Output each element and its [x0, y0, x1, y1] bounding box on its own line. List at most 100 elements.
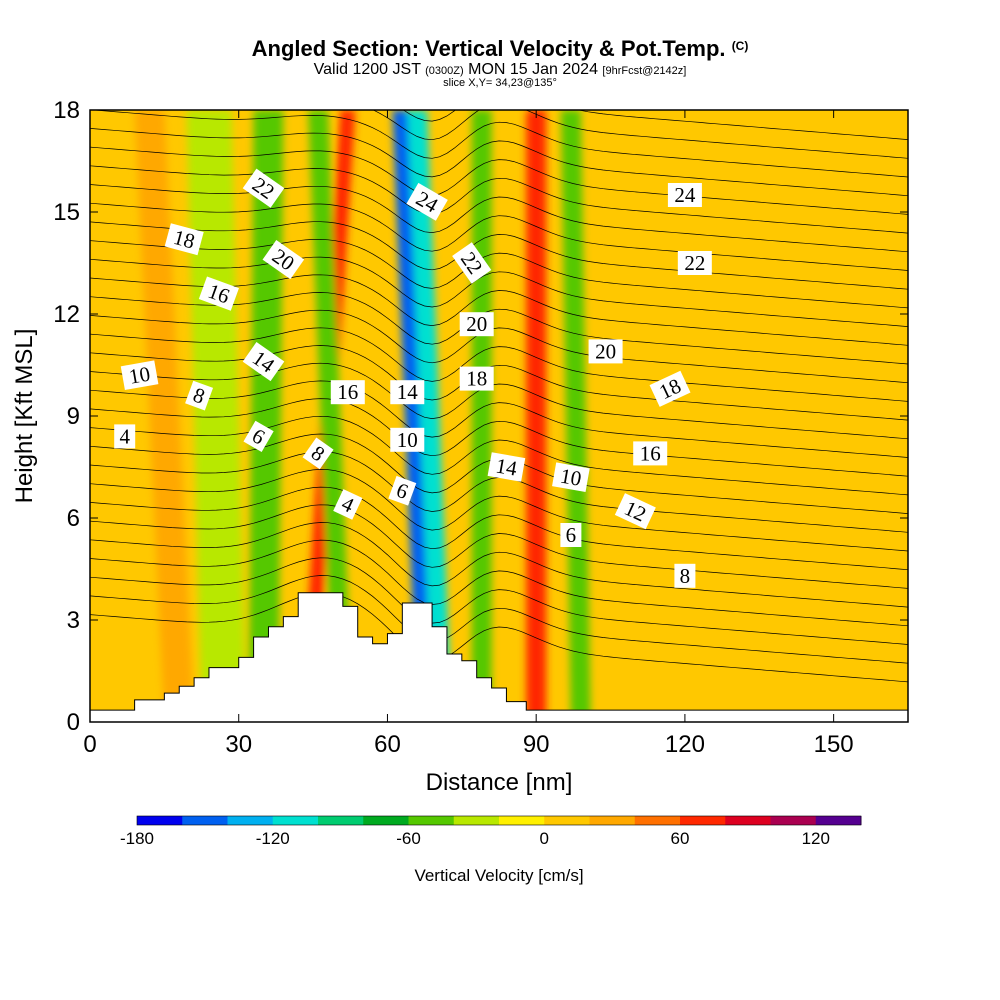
isentrope-label-box: [390, 427, 425, 452]
isentrope-label-text: 4: [119, 424, 130, 448]
colorbar-segment: [589, 816, 636, 825]
colorbar-tick-label: 60: [671, 829, 690, 848]
isentrope-label: 10: [120, 360, 159, 390]
y-tick-label: 9: [67, 403, 80, 430]
colorbar-segment: [725, 816, 771, 825]
copyright-mark: (C): [731, 39, 749, 53]
slice-info: slice X,Y= 34,23@135°: [443, 77, 557, 89]
isentrope-line: [402, 110, 908, 140]
chart-title: Angled Section: Vertical Velocity & Pot.…: [0, 36, 1000, 62]
isentrope-line: [90, 256, 908, 327]
colorbar-segment: [499, 816, 545, 825]
y-tick-label: 12: [53, 301, 80, 328]
isentrope-lines: [90, 110, 908, 683]
isentrope-line: [90, 165, 908, 234]
velocity-band: [471, 110, 492, 722]
isentrope-label-box: [677, 251, 712, 275]
forecast-tag: [9hrFcst@2142z]: [602, 65, 687, 77]
isentrope-line: [90, 398, 908, 477]
colorbar-segment: [634, 816, 681, 825]
velocity-band: [186, 110, 247, 722]
isentrope-label: 16: [330, 380, 365, 405]
x-tick-label: 90: [523, 731, 550, 758]
isentrope-line: [90, 380, 908, 458]
colorbar-segment: [318, 816, 364, 825]
isentrope-label: 8: [674, 563, 696, 588]
isentrope-label: 6: [560, 523, 582, 547]
isentrope-line: [90, 557, 908, 645]
isentrope-label: 18: [164, 223, 204, 256]
isentrope-label: 16: [633, 441, 668, 466]
isentrope-label: 14: [487, 452, 526, 482]
isentrope-label-box: [185, 380, 214, 411]
isentrope-label-text: 14: [397, 380, 419, 404]
isentrope-label-box: [390, 380, 425, 405]
colorbar-tick-label: -180: [120, 829, 154, 848]
colorbar-segment: [182, 816, 228, 825]
isentrope-label: 14: [390, 380, 425, 405]
colorbar: -180 -120 -60 0 60 120: [120, 815, 862, 848]
colorbar-segment: [815, 816, 862, 825]
isentrope-label-text: 22: [684, 251, 705, 275]
isentrope-label-box: [388, 475, 417, 506]
isentrope-label-box: [459, 366, 494, 391]
isentrope-label: 22: [677, 251, 712, 275]
isentrope-label: 24: [667, 183, 702, 207]
isentrope-label-box: [243, 420, 274, 453]
velocity-band: [526, 110, 547, 722]
colorbar-frame: [136, 815, 862, 826]
isentrope-label-box: [459, 312, 494, 337]
y-tick-label: 18: [53, 97, 80, 124]
isentrope-label-box: [452, 242, 492, 284]
x-tick-label: 30: [225, 731, 252, 758]
velocity-band: [308, 110, 353, 722]
valid-utc: (0300Z): [425, 65, 464, 77]
isentrope-line: [90, 327, 908, 402]
isentrope-label-box: [164, 223, 204, 256]
isentrope-label: 20: [459, 312, 494, 337]
isentrope-label-text: 8: [680, 564, 691, 588]
isentrope-line: [90, 575, 908, 664]
isentrope-line: [90, 128, 908, 197]
isentrope-label: 10: [390, 427, 425, 452]
isentrope-label-box: [262, 240, 305, 280]
isentrope-label-box: [560, 523, 582, 547]
isentrope-line: [372, 110, 908, 159]
y-tick-label: 0: [67, 709, 80, 736]
isentrope-label: 6: [388, 475, 417, 506]
colorbar-tick-label: -60: [396, 829, 421, 848]
x-tick-label: 150: [814, 731, 854, 758]
isentrope-line: [90, 504, 908, 589]
isentrope-label-text: 14: [494, 453, 519, 480]
colorbar-tick-label: -120: [256, 829, 290, 848]
isentrope-line: [90, 202, 908, 271]
velocity-bands: [134, 110, 591, 722]
valid-prefix: Valid 1200 JST: [313, 61, 421, 78]
isentrope-label-box: [302, 437, 334, 470]
x-tick-label: 120: [665, 731, 705, 758]
isentrope-label: 8: [302, 437, 334, 470]
terrain-profile: [89, 592, 909, 723]
axis-ticks: 0 30 60 90 120 150 0 3 6 9 12 15 18: [53, 97, 908, 758]
isentrope-label-text: 10: [127, 362, 152, 389]
isentrope-label-box: [667, 183, 702, 207]
colorbar-tick-label: 0: [540, 829, 549, 848]
velocity-band: [407, 110, 452, 722]
colorbar-segment: [408, 816, 455, 825]
valid-day: MON 15 Jan 2024: [468, 61, 598, 78]
isentrope-label-box: [120, 360, 159, 390]
isentrope-line: [90, 522, 908, 608]
isentrope-line: [90, 486, 908, 571]
isentrope-label-box: [242, 168, 285, 208]
y-tick-label: 15: [53, 199, 80, 226]
isentrope-label-box: [242, 342, 285, 382]
colorbar-segment: [227, 816, 274, 825]
colorbar-segment: [363, 816, 409, 825]
isentrope-label-box: [552, 462, 590, 492]
isentrope-label-box: [333, 489, 363, 520]
isentrope-label-text: 10: [558, 464, 583, 491]
isentrope-line: [90, 146, 908, 215]
isentrope-label-box: [330, 380, 365, 405]
isentrope-label: 18: [459, 366, 494, 391]
